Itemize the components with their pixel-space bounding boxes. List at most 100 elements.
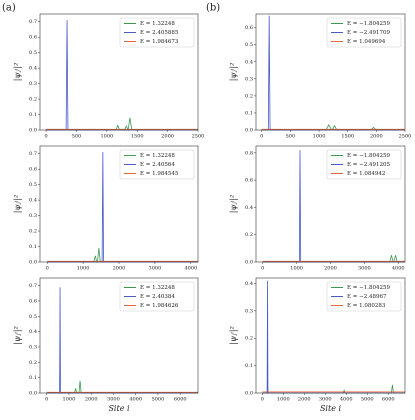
y-tick-label: 0.0 [29, 260, 37, 266]
x-tick-label: 2000 [370, 134, 383, 140]
y-tick-label: 0.2 [245, 336, 253, 342]
y-tick-label: 0.1 [245, 110, 253, 116]
x-tick-label: 0 [44, 134, 47, 140]
y-tick-label: 0.2 [245, 232, 253, 238]
y-tick-label: 0.1 [29, 112, 37, 118]
legend-box [119, 149, 195, 180]
y-tick-label: 0.6 [29, 35, 37, 41]
x-tick-label: 4000 [184, 266, 197, 272]
y-tick-label: 0.3 [29, 213, 37, 219]
legend-label: E = 2.40384 [140, 294, 175, 300]
y-tick-label: 0.5 [29, 182, 37, 188]
x-tick-label: 0 [260, 134, 263, 140]
x-tick-label: 2500 [399, 134, 412, 140]
y-axis-label: |ψⱼⁱ|² [13, 63, 22, 82]
y-tick-label: 0.4 [245, 205, 253, 211]
axes-frame [39, 13, 199, 131]
legend-label: E = 2.40564 [140, 162, 175, 168]
y-axis-label: |ψⱼⁱ|² [229, 63, 238, 82]
x-tick-label: 2000 [161, 134, 174, 140]
x-tick-label: 0 [261, 397, 264, 403]
y-tick-label: 0.5 [29, 50, 37, 56]
y-tick-label: 0.0 [245, 128, 253, 134]
y-axis-label: |ψⱼⁱ|² [229, 326, 238, 345]
x-tick-label: 1000 [63, 397, 76, 403]
legend-label: E = 1.32248 [140, 285, 175, 291]
x-tick-label: 5000 [152, 397, 165, 403]
y-tick-label: 0.7 [29, 151, 37, 157]
legend-label: E = 1.984545 [140, 171, 179, 177]
legend-label: E = 1.984626 [140, 303, 179, 309]
y-tick-label: 0.3 [245, 308, 253, 314]
y-tick-label: 0.8 [245, 150, 253, 156]
x-tick-label: 1500 [341, 134, 354, 140]
panel-label: (a) [2, 3, 16, 14]
legend-label: E = 1.32248 [140, 153, 175, 159]
y-tick-label: 0.2 [29, 229, 37, 235]
x-tick-label: 1000 [313, 134, 326, 140]
x-tick-label: 4000 [392, 266, 405, 272]
x-tick-label: 1000 [77, 266, 90, 272]
legend-label: E = 2.405885 [140, 30, 179, 36]
x-tick-label: 2000 [324, 266, 337, 272]
x-tick-label: 6000 [174, 397, 187, 403]
legend-label: E = −2.491709 [347, 30, 390, 36]
y-tick-label: 0.1 [29, 375, 37, 381]
x-tick-label: 2500 [192, 134, 205, 140]
x-tick-label: 3000 [358, 266, 371, 272]
y-tick-label: 0.2 [29, 97, 37, 103]
x-tick-label: 0 [46, 266, 49, 272]
x-tick-label: 1000 [100, 134, 113, 140]
y-tick-label: 0.6 [245, 25, 253, 31]
y-tick-label: 0.4 [29, 198, 37, 204]
x-tick-label: 4000 [129, 397, 142, 403]
x-tick-label: 2000 [85, 397, 98, 403]
x-tick-label: 2000 [298, 397, 311, 403]
y-tick-label: 0.0 [29, 391, 37, 397]
y-tick-label: 0.4 [245, 281, 253, 287]
y-tick-label: 0.1 [245, 363, 253, 369]
y-tick-label: 0.4 [29, 66, 37, 72]
y-axis-label: |ψⱼⁱ|² [13, 326, 22, 345]
x-tick-label: 0 [45, 397, 48, 403]
legend-label: E = 1.080283 [347, 303, 386, 309]
x-tick-label: 4000 [340, 397, 353, 403]
axes-frame [39, 277, 199, 394]
legend-box [119, 17, 195, 48]
x-tick-label: 1000 [277, 397, 290, 403]
axes-frame [255, 277, 406, 394]
legend-box [326, 281, 402, 312]
x-tick-label: 3000 [149, 266, 162, 272]
legend-box [326, 149, 402, 180]
y-tick-label: 0.3 [29, 81, 37, 87]
y-tick-label: 0.6 [29, 167, 37, 173]
x-axis-label: Site i [108, 404, 130, 413]
panel-label: (b) [206, 3, 220, 14]
y-axis-label: |ψⱼⁱ|² [229, 195, 238, 214]
legend-label: E = −1.804259 [347, 21, 390, 27]
x-tick-label: 2000 [113, 266, 126, 272]
y-tick-label: 0.7 [29, 283, 37, 289]
legend-box [119, 281, 195, 312]
y-axis-label: |ψⱼⁱ|² [13, 195, 22, 214]
axes-frame [255, 13, 406, 131]
series-line [47, 248, 198, 263]
legend-label: E = −2.48967 [347, 294, 387, 300]
legend-label: E = −1.804259 [347, 153, 390, 159]
y-tick-label: 0.0 [245, 260, 253, 266]
x-tick-label: 5000 [361, 397, 374, 403]
series-line [46, 380, 198, 394]
x-tick-label: 3000 [107, 397, 120, 403]
y-tick-label: 0.2 [29, 360, 37, 366]
x-axis-label: Site i [320, 404, 342, 413]
legend-label: E = −2.491205 [347, 162, 390, 168]
legend-label: E = 1.984673 [140, 39, 179, 45]
y-tick-label: 0.3 [245, 76, 253, 82]
legend-label: E = 1.32248 [140, 21, 175, 27]
x-tick-label: 1500 [131, 134, 144, 140]
y-tick-label: 0.0 [29, 128, 37, 134]
y-tick-label: 0.3 [29, 345, 37, 351]
series-line [261, 124, 405, 131]
y-tick-label: 0.0 [245, 391, 253, 397]
series-line [46, 117, 198, 132]
